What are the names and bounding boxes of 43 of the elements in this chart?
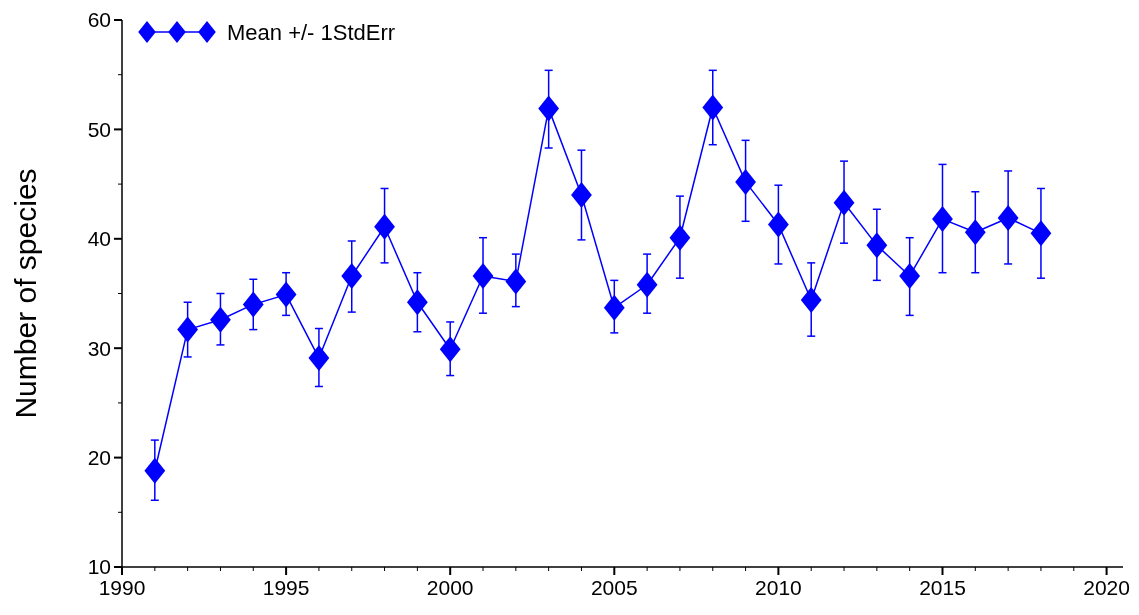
x-tick-label: 2010 <box>755 576 802 599</box>
point <box>177 316 199 343</box>
point <box>341 263 363 289</box>
point <box>767 211 789 238</box>
x-tick-label: 2020 <box>1083 576 1130 599</box>
point <box>472 263 494 289</box>
y-tick-label: 30 <box>87 336 111 360</box>
point <box>242 291 264 318</box>
point <box>964 219 986 246</box>
x-tick-label: 1990 <box>98 576 146 599</box>
y-tick-label: 60 <box>87 8 111 32</box>
point <box>538 95 560 122</box>
point <box>932 206 953 233</box>
point <box>866 232 888 259</box>
x-tick-label: 2005 <box>590 576 638 599</box>
point <box>1030 220 1052 247</box>
point <box>997 205 1019 232</box>
point <box>308 345 330 372</box>
x-tick-label: 2015 <box>919 576 966 599</box>
point <box>406 289 428 316</box>
point <box>275 281 297 308</box>
point <box>702 94 724 121</box>
point <box>505 268 527 295</box>
y-axis-title: Number of species <box>9 168 42 419</box>
point <box>571 182 592 209</box>
x-tick-label: 1995 <box>262 576 310 599</box>
point <box>439 336 461 363</box>
point <box>603 294 625 321</box>
point <box>833 189 855 216</box>
point <box>899 263 921 289</box>
point <box>374 213 395 240</box>
y-tick-label: 10 <box>87 555 111 579</box>
y-tick-label: 40 <box>87 227 111 251</box>
point <box>735 168 756 195</box>
point <box>144 457 166 484</box>
point <box>669 224 691 251</box>
y-tick-label: 50 <box>87 117 111 141</box>
y-tick-label: 20 <box>87 445 111 469</box>
legend-label: Mean +/- 1StdErr <box>227 19 396 45</box>
point <box>636 271 658 298</box>
point <box>800 287 822 314</box>
point <box>210 306 231 333</box>
x-tick-label: 2000 <box>426 576 474 599</box>
